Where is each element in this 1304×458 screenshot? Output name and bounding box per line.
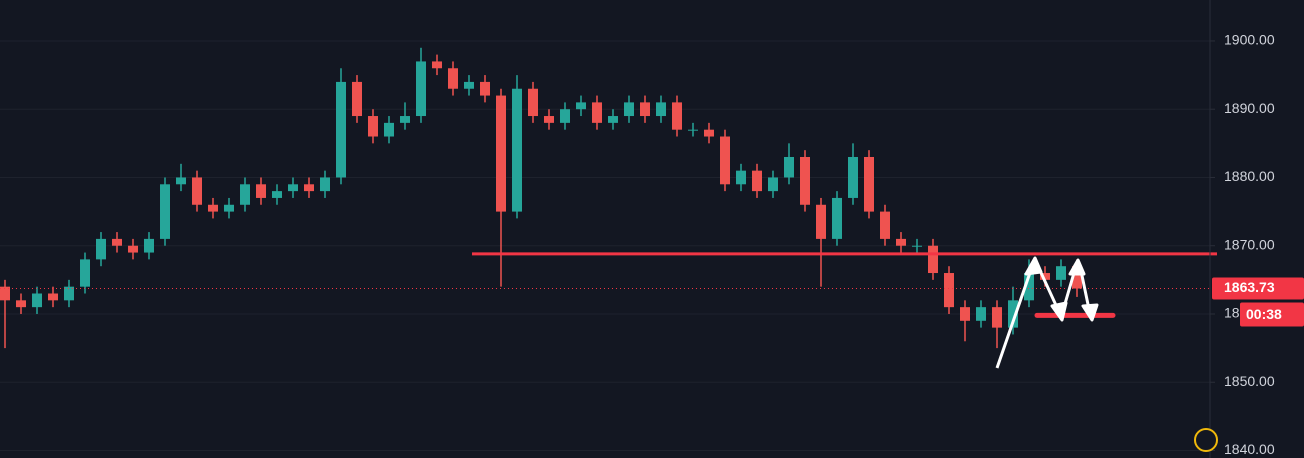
candle-body: [608, 116, 618, 123]
candle-body: [1072, 266, 1082, 289]
candle-body: [64, 286, 74, 301]
candle-body: [832, 197, 842, 239]
price-tag-label: 1863.73: [1224, 279, 1275, 295]
price-axis: 1840.001850.001860.001870.001880.001890.…: [1210, 32, 1304, 457]
candle-body: [560, 109, 570, 123]
candle-body: [320, 177, 330, 192]
candle-body: [752, 170, 762, 192]
candle-body: [688, 129, 698, 131]
candle-body: [480, 81, 490, 96]
candle-body: [592, 102, 602, 123]
candle-body: [512, 88, 522, 212]
candle-body: [336, 81, 346, 178]
candle-body: [272, 191, 282, 198]
countdown-label: 00:38: [1246, 306, 1282, 322]
y-tick-label: 1850.00: [1224, 373, 1275, 389]
candle-body: [288, 184, 298, 192]
candle-body: [960, 307, 970, 321]
candle-body: [576, 102, 586, 110]
y-tick-label: 1880.00: [1224, 168, 1275, 184]
candle-body: [944, 273, 954, 308]
candle-body: [1008, 300, 1018, 328]
candle-body: [256, 184, 266, 198]
countdown-tag: [1240, 302, 1304, 327]
candle-body: [368, 116, 378, 137]
candle-body: [912, 245, 922, 247]
candle-body: [704, 129, 714, 137]
candle-body: [96, 238, 106, 260]
y-tick-label: 1900.00: [1224, 32, 1275, 48]
grid: [0, 40, 1210, 451]
candle-body: [208, 204, 218, 212]
candles: [0, 47, 1082, 349]
candle-body: [128, 245, 138, 253]
candle-body: [928, 245, 938, 274]
candle-body: [672, 102, 682, 130]
candle-body: [304, 184, 314, 192]
candle-body: [112, 238, 122, 246]
candle-body: [176, 177, 186, 185]
levels: [0, 252, 1217, 318]
candle-body: [144, 238, 154, 253]
candle-body: [848, 156, 858, 198]
candle-body: [528, 88, 538, 117]
candle-body: [432, 61, 442, 69]
candle-body: [864, 156, 874, 212]
candle-body: [720, 136, 730, 185]
candle-body: [224, 204, 234, 212]
pattern-arrows: [995, 256, 1099, 369]
arrow-head: [1081, 303, 1099, 322]
candle-body: [992, 307, 1002, 328]
candle-body: [16, 300, 26, 308]
candle-body: [1040, 273, 1050, 280]
y-tick-label: 1870.00: [1224, 236, 1275, 252]
candle-body: [816, 204, 826, 239]
y-tick-label: 1840.00: [1224, 441, 1275, 457]
candle-body: [464, 81, 474, 89]
candle-body: [624, 102, 634, 117]
candle-body: [384, 122, 394, 137]
candle-body: [32, 293, 42, 308]
candle-body: [240, 184, 250, 205]
flag-icon: [1194, 428, 1218, 452]
y-tick-label: 1890.00: [1224, 100, 1275, 116]
candle-body: [880, 211, 890, 239]
candle-body: [640, 102, 650, 117]
candle-body: [1056, 266, 1066, 280]
candle-body: [544, 116, 554, 123]
candle-body: [48, 293, 58, 301]
candle-body: [784, 156, 794, 178]
candle-body: [416, 61, 426, 117]
candle-body: [352, 81, 362, 117]
candle-body: [976, 307, 986, 321]
candle-body: [448, 68, 458, 89]
candle-body: [656, 102, 666, 117]
candle-body: [0, 286, 10, 301]
candle-body: [896, 238, 906, 246]
candle-body: [400, 116, 410, 123]
candle-body: [1024, 273, 1034, 301]
candle-body: [496, 95, 506, 212]
candle-body: [192, 177, 202, 205]
candle-body: [736, 170, 746, 185]
candle-body: [768, 177, 778, 192]
price-tag: [1212, 277, 1304, 300]
candle-body: [80, 259, 90, 287]
candle-body: [800, 156, 810, 205]
arrow-up: [995, 263, 1035, 369]
candle-body: [160, 184, 170, 239]
